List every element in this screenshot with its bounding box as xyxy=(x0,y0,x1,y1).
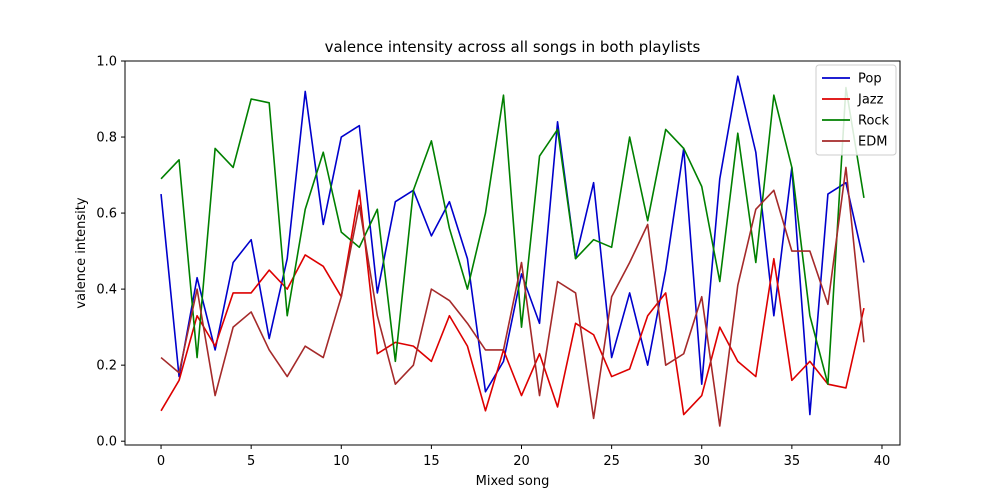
legend-label-jazz: Jazz xyxy=(857,93,884,108)
x-axis: 0 5 10 15 20 25 30 35 40 xyxy=(157,445,890,469)
plot-frame xyxy=(124,60,901,446)
x-axis-label: Mixed song xyxy=(476,474,550,489)
x-tick-label: 35 xyxy=(784,454,801,469)
series-layer xyxy=(160,75,865,427)
y-axis: 0.0 0.2 0.4 0.6 0.8 1.0 xyxy=(96,55,125,450)
x-tick-label: 25 xyxy=(603,454,620,469)
plot-area xyxy=(124,60,901,446)
x-tick-label: 0 xyxy=(157,454,165,469)
chart-title: valence intensity across all songs in bo… xyxy=(325,38,701,56)
y-tick-label: 0.4 xyxy=(96,283,117,298)
x-tick-label: 10 xyxy=(333,454,350,469)
legend-label-rock: Rock xyxy=(858,114,890,129)
legend: Pop Jazz Rock EDM xyxy=(815,64,897,156)
x-tick-label: 40 xyxy=(874,454,891,469)
y-tick-label: 1.0 xyxy=(96,55,117,70)
series-line-edm xyxy=(160,166,865,427)
x-tick-label: 15 xyxy=(423,454,440,469)
x-tick-label: 20 xyxy=(513,454,530,469)
legend-label-pop: Pop xyxy=(858,72,882,87)
series-line-pop xyxy=(160,75,865,416)
y-tick-label: 0.6 xyxy=(96,207,117,222)
y-tick-label: 0.8 xyxy=(96,131,117,146)
y-axis-label: valence intensity xyxy=(74,197,89,308)
x-tick-label: 5 xyxy=(247,454,255,469)
y-tick-label: 0.2 xyxy=(96,359,117,374)
y-tick-label: 0.0 xyxy=(96,435,117,450)
legend-box xyxy=(815,64,897,156)
series-line-rock xyxy=(160,86,865,385)
x-tick-label: 30 xyxy=(693,454,710,469)
series-line-jazz xyxy=(160,189,865,416)
legend-label-edm: EDM xyxy=(858,135,887,150)
